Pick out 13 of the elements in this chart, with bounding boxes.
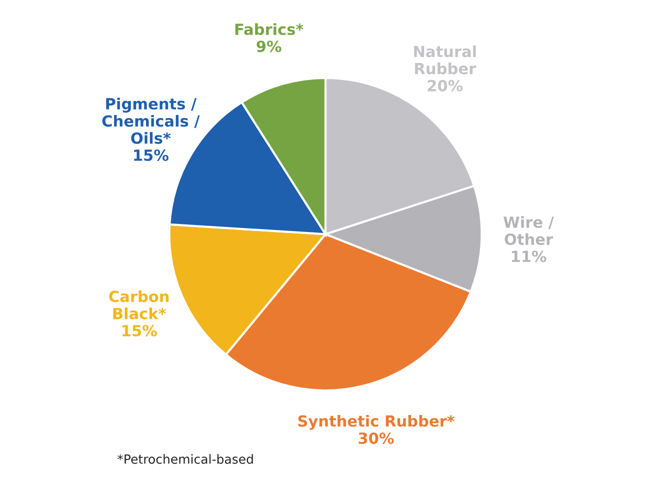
- text: *Petrochemical-based: [118, 454, 253, 464]
- data-label: 20%: [428, 80, 463, 92]
- slice-label: Pigments / Chemicals / Oils*: [102, 98, 200, 144]
- data-label: 15%: [134, 149, 168, 161]
- data-label: 9%: [256, 40, 282, 52]
- data-label: 11%: [512, 250, 546, 262]
- slice-label: Fabrics*: [235, 23, 304, 36]
- slice-label: Synthetic Rubber*: [298, 414, 455, 430]
- data-label: 15%: [122, 324, 157, 336]
- slice-label: Natural Rubber: [414, 45, 476, 74]
- slice-label: Wire / Other: [504, 216, 554, 246]
- data-label: 30%: [358, 432, 394, 444]
- slice-label: Carbon Black*: [109, 290, 169, 320]
